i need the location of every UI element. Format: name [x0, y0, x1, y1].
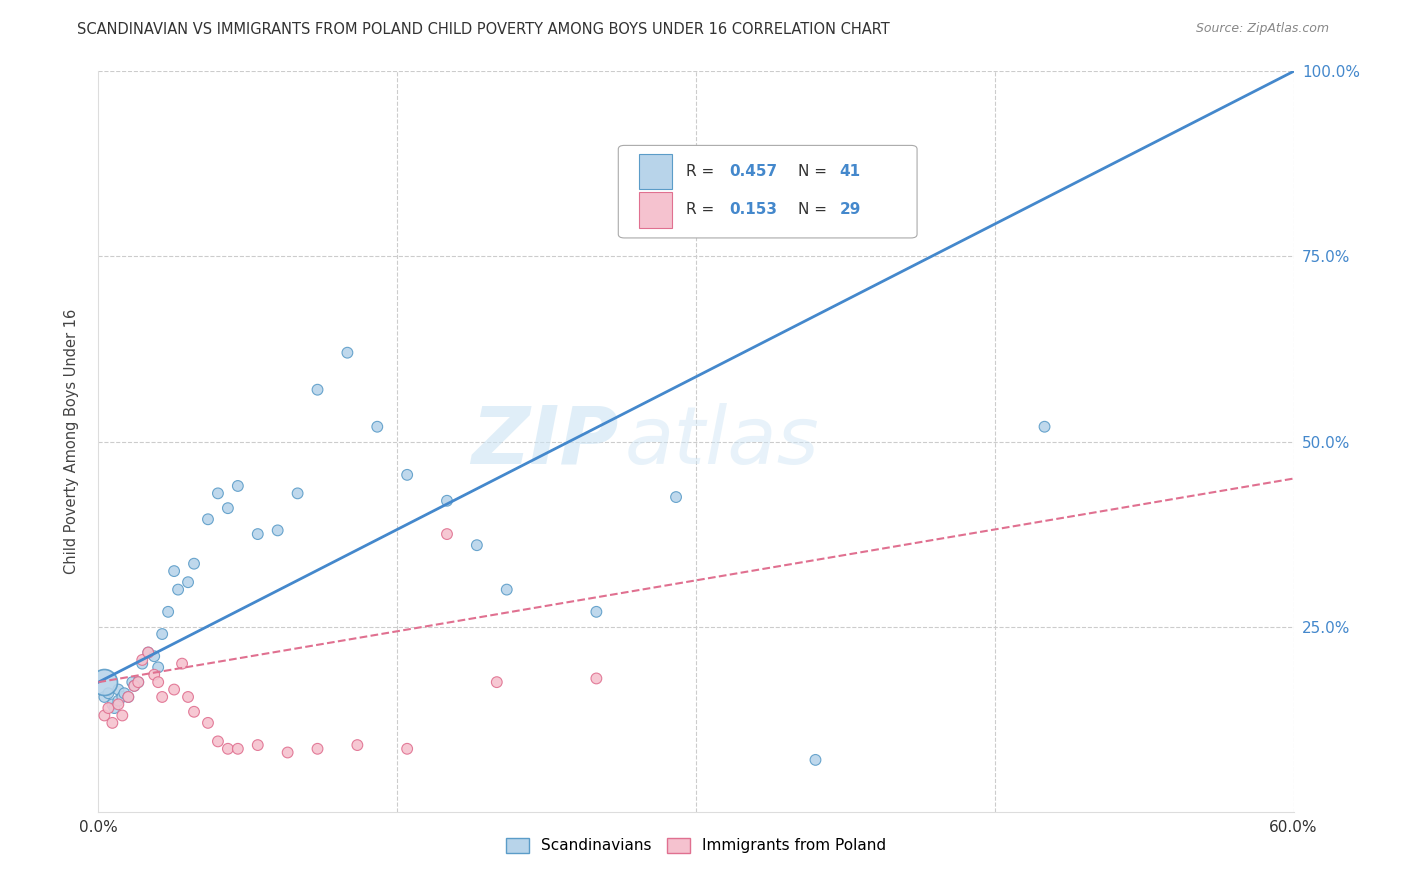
Text: R =: R =	[686, 202, 720, 218]
Point	[157, 605, 180, 619]
Point	[136, 646, 159, 660]
Point	[207, 734, 229, 748]
Point	[804, 753, 827, 767]
Point	[436, 493, 458, 508]
Point	[183, 557, 205, 571]
Point	[172, 657, 194, 671]
Point	[246, 738, 269, 752]
Point	[131, 653, 153, 667]
Point	[124, 679, 146, 693]
Point	[246, 527, 269, 541]
Point	[336, 345, 359, 359]
Legend: Scandinavians, Immigrants from Poland: Scandinavians, Immigrants from Poland	[499, 831, 893, 860]
Point	[346, 738, 368, 752]
Text: ZIP: ZIP	[471, 402, 619, 481]
Text: 0.153: 0.153	[730, 202, 778, 218]
Point	[287, 486, 309, 500]
Point	[436, 527, 458, 541]
Point	[112, 686, 135, 700]
Point	[226, 479, 249, 493]
Point	[93, 690, 115, 704]
Y-axis label: Child Poverty Among Boys Under 16: Child Poverty Among Boys Under 16	[65, 309, 79, 574]
Point	[307, 383, 329, 397]
Text: N =: N =	[797, 164, 831, 178]
Point	[665, 490, 688, 504]
Point	[465, 538, 488, 552]
Point	[131, 657, 153, 671]
Text: atlas: atlas	[624, 402, 820, 481]
Point	[111, 690, 134, 704]
Point	[1033, 419, 1056, 434]
Point	[136, 646, 159, 660]
Text: 0.457: 0.457	[730, 164, 778, 178]
Text: 41: 41	[839, 164, 860, 178]
Point	[277, 746, 299, 760]
Point	[396, 467, 419, 482]
Text: SCANDINAVIAN VS IMMIGRANTS FROM POLAND CHILD POVERTY AMONG BOYS UNDER 16 CORRELA: SCANDINAVIAN VS IMMIGRANTS FROM POLAND C…	[77, 22, 890, 37]
Point	[148, 660, 170, 674]
FancyBboxPatch shape	[638, 153, 672, 189]
Point	[177, 575, 200, 590]
Point	[93, 708, 115, 723]
Point	[121, 675, 143, 690]
Text: 29: 29	[839, 202, 860, 218]
Point	[107, 682, 129, 697]
Point	[143, 667, 166, 681]
Point	[163, 682, 186, 697]
FancyBboxPatch shape	[638, 192, 672, 227]
Point	[485, 675, 508, 690]
Point	[217, 501, 239, 516]
Point	[148, 675, 170, 690]
Point	[366, 419, 388, 434]
Point	[143, 649, 166, 664]
Point	[93, 675, 115, 690]
Point	[585, 672, 607, 686]
Point	[197, 512, 219, 526]
Text: N =: N =	[797, 202, 831, 218]
Point	[103, 701, 125, 715]
Point	[101, 715, 124, 730]
Point	[267, 524, 290, 538]
Point	[101, 698, 124, 712]
Point	[197, 715, 219, 730]
Point	[117, 690, 139, 704]
Point	[150, 690, 173, 704]
Point	[396, 741, 419, 756]
Point	[124, 679, 146, 693]
Point	[585, 605, 607, 619]
Text: R =: R =	[686, 164, 720, 178]
Point	[217, 741, 239, 756]
Point	[111, 708, 134, 723]
Point	[127, 675, 149, 690]
Text: Source: ZipAtlas.com: Source: ZipAtlas.com	[1195, 22, 1329, 36]
Point	[150, 627, 173, 641]
Point	[107, 694, 129, 708]
Point	[97, 686, 120, 700]
Point	[167, 582, 190, 597]
Point	[97, 701, 120, 715]
FancyBboxPatch shape	[619, 145, 917, 238]
Point	[177, 690, 200, 704]
Point	[183, 705, 205, 719]
Point	[207, 486, 229, 500]
Point	[307, 741, 329, 756]
Point	[127, 675, 149, 690]
Point	[117, 690, 139, 704]
Point	[163, 564, 186, 578]
Point	[107, 698, 129, 712]
Point	[495, 582, 517, 597]
Point	[226, 741, 249, 756]
